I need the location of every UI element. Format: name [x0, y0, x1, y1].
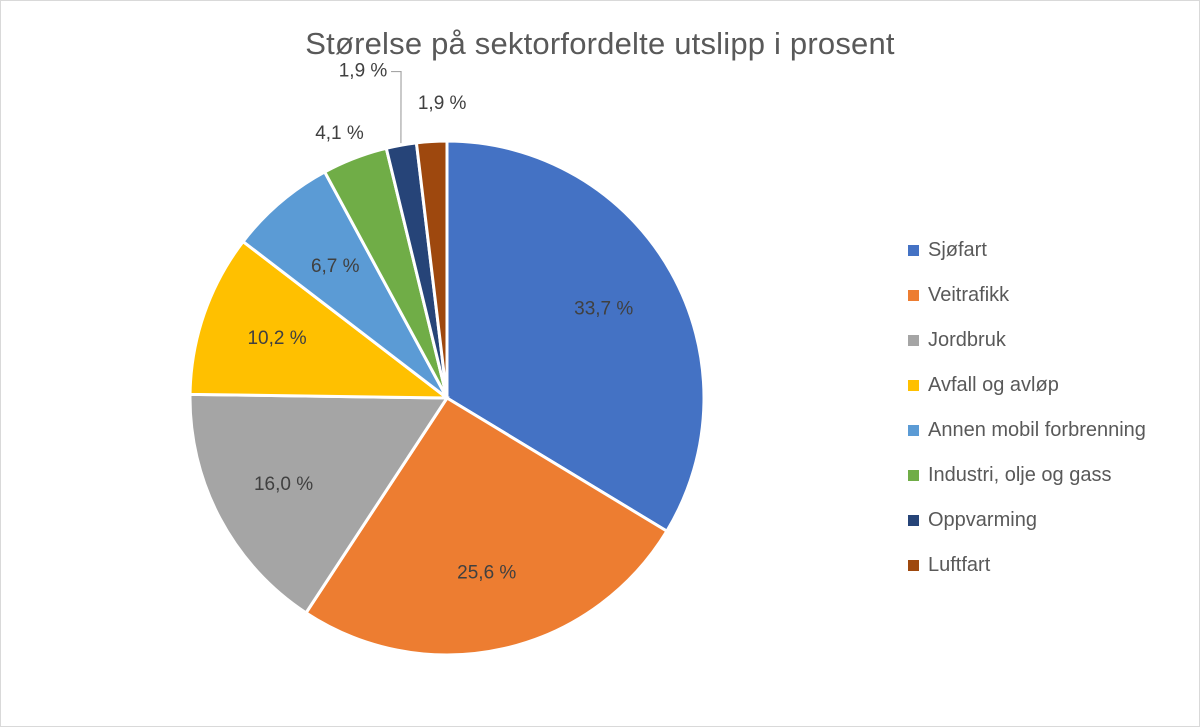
pie-slice-jordbruk	[188, 392, 450, 615]
leader-lines	[391, 70, 402, 144]
legend-swatch	[908, 425, 919, 436]
legend-item-avfall-og-avlop: Avfall og avløp	[908, 363, 1146, 408]
pie-slice-veitrafikk	[303, 395, 669, 657]
legend-swatch	[908, 515, 919, 526]
legend-label: Jordbruk	[928, 329, 1006, 351]
legend-label: Avfall og avløp	[928, 374, 1059, 396]
legend-label: Luftfart	[928, 554, 991, 576]
legend-item-oppvarming: Oppvarming	[908, 498, 1146, 543]
data-label-annen-mobil-forbrenning: 6,7 %	[311, 256, 360, 277]
legend-label: Veitrafikk	[928, 284, 1010, 306]
legend-swatch	[908, 380, 919, 391]
legend-label: Oppvarming	[928, 509, 1037, 531]
data-label-avfall-og-avlop: 10,2 %	[247, 328, 306, 349]
legend-item-sjofart: Sjøfart	[908, 228, 1146, 273]
pie-slice-luftfart	[414, 139, 449, 399]
legend-item-jordbruk: Jordbruk	[908, 318, 1146, 363]
legend-label: Sjøfart	[928, 239, 987, 261]
legend-item-veitrafikk: Veitrafikk	[908, 273, 1146, 318]
pie-slice-annen-mobil-forbrenning	[240, 169, 449, 400]
data-label-sjofart: 33,7 %	[574, 299, 633, 320]
data-label-oppvarming: 1,9 %	[339, 61, 388, 82]
pie-slice-sjofart	[445, 139, 706, 534]
legend-item-annen-mobil-forbrenning: Annen mobil forbrenning	[908, 408, 1146, 453]
pie-slices	[188, 139, 706, 657]
pie-slice-avfall-og-avlop	[188, 239, 452, 400]
data-label-veitrafikk: 25,6 %	[457, 562, 516, 583]
legend-swatch	[908, 335, 919, 346]
legend-item-luftfart: Luftfart	[908, 543, 1146, 588]
legend-label: Industri, olje og gass	[928, 464, 1112, 486]
legend-swatch	[908, 560, 919, 571]
legend: Sjøfart Veitrafikk Jordbruk Avfall og avløp…	[908, 228, 1146, 588]
data-label-jordbruk: 16,0 %	[254, 474, 313, 495]
chart-title: Størelse på sektorfordelte utslipp i pro…	[305, 26, 895, 61]
legend-swatch	[908, 245, 919, 256]
legend-item-industri-olje-og-gass: Industri, olje og gass	[908, 453, 1146, 498]
legend-swatch	[908, 470, 919, 481]
leader-line-oppvarming	[391, 70, 402, 144]
data-labels: 33,7 % 25,6 % 16,0 % 10,2 % 6,7 % 4,1 % 1,9 % 1…	[247, 61, 633, 584]
data-label-industri-olje-og-gass: 4,1 %	[315, 123, 364, 144]
legend-label: Annen mobil forbrenning	[928, 419, 1146, 441]
legend-swatch	[908, 290, 919, 301]
data-label-luftfart: 1,9 %	[418, 93, 467, 114]
